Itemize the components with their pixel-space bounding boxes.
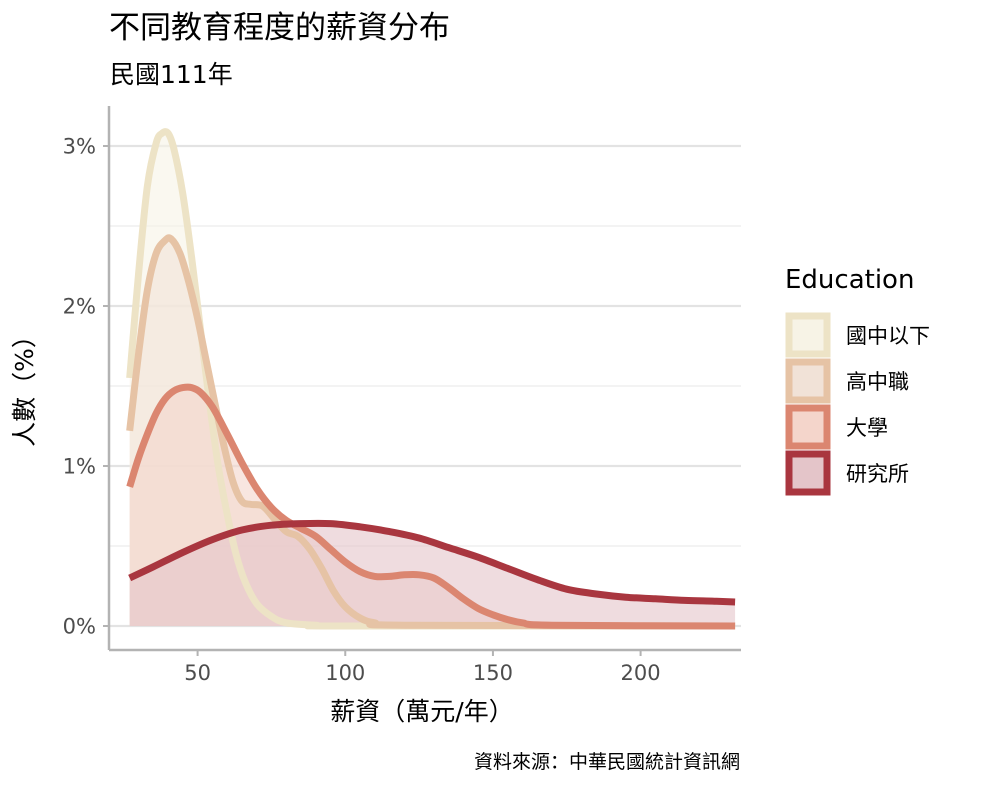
legend-label: 大學 (846, 416, 888, 440)
axes: 0% 1% 2% 3% 50 100 150 200 (63, 106, 741, 685)
legend-label: 國中以下 (846, 324, 930, 348)
legend-key (785, 404, 831, 450)
legend-key (785, 358, 831, 404)
density-line (126, 128, 736, 630)
y-tick-label: 2% (63, 295, 96, 319)
x-tick-label: 100 (325, 661, 365, 685)
legend-label: 高中職 (846, 370, 909, 394)
chart-caption: 資料來源：中華民國統計資訊網 (474, 751, 740, 773)
y-tick-label: 0% (63, 615, 96, 639)
density-line (126, 234, 736, 630)
density-lines (126, 128, 736, 630)
density-line (126, 383, 736, 630)
density-areas (129, 131, 736, 627)
y-tick-label: 1% (63, 455, 96, 479)
x-tick-label: 50 (184, 661, 211, 685)
x-tick-label: 150 (473, 661, 513, 685)
legend-key (785, 450, 831, 496)
y-axis-title: 人數（%） (10, 323, 39, 447)
y-tick-label: 3% (63, 135, 96, 159)
density-line (128, 519, 736, 606)
chart-subtitle: 民國111年 (110, 60, 233, 89)
legend-title: Education (785, 265, 914, 295)
legend-key (785, 312, 831, 358)
x-tick-label: 200 (621, 661, 661, 685)
chart-title: 不同教育程度的薪資分布 (109, 10, 450, 46)
x-axis-title: 薪資（萬元/年） (330, 697, 513, 726)
legend-label: 研究所 (846, 462, 909, 486)
